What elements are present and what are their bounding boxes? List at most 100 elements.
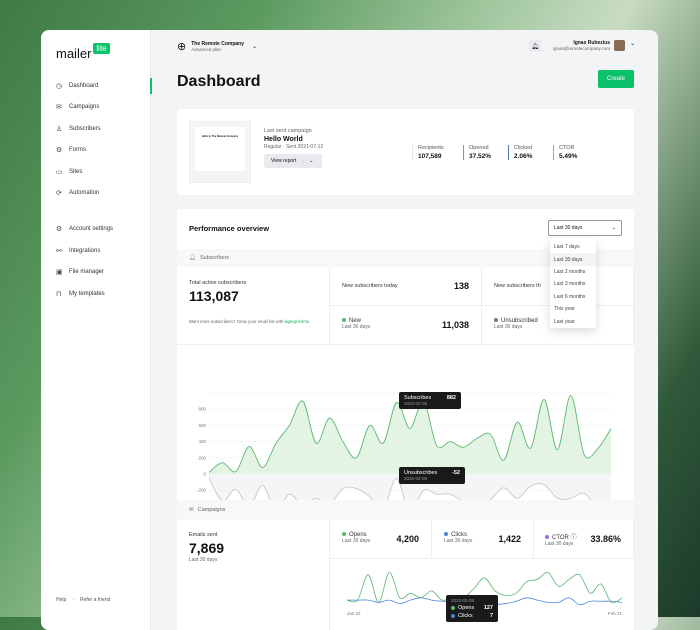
help-link[interactable]: Help: [56, 597, 66, 603]
sent-value: 7,869: [189, 540, 224, 556]
sidebar-item-forms[interactable]: ⚙︎Forms: [56, 146, 86, 154]
sidebar-item-label: Subscribers: [69, 126, 101, 132]
range-option[interactable]: Last year: [550, 315, 596, 327]
sidebar-item-label: Automation: [69, 190, 99, 196]
sidebar-item-automation[interactable]: ⟳Automation: [56, 189, 99, 197]
tooltip-value: 882: [447, 395, 456, 401]
mail-icon: ✉︎: [189, 507, 194, 513]
campaigns-section-header: ✉︎ Campaigns: [177, 500, 634, 520]
stat-value: 5.49%: [559, 153, 577, 160]
chevron-down-icon[interactable]: ⌄: [304, 158, 318, 164]
signup-forms-link[interactable]: signup forms: [284, 319, 309, 324]
campaign-sent-date: Sent 2021-07-12: [286, 144, 323, 150]
campaign-type: Regular: [264, 144, 282, 150]
mail-icon: ✉︎: [56, 103, 64, 111]
sidebar-item-account-settings[interactable]: ⚙︎Account settings: [56, 225, 113, 233]
campaign-stat-clicked: Clicked 2.06%: [508, 145, 532, 160]
campaign-preview[interactable]: Hello to The Remote Company: [189, 121, 251, 183]
sidebar-item-campaigns[interactable]: ✉︎Campaigns: [56, 103, 99, 111]
view-report-button[interactable]: View report: [264, 158, 304, 164]
link-icon: ⚯: [56, 247, 64, 255]
ctor-sub: Last 30 days: [545, 541, 577, 547]
this-period-label: New subscribers th: [494, 283, 541, 289]
chevron-down-icon[interactable]: ⌄: [630, 40, 635, 47]
grow-text: Want more subscribers? Grow your email l…: [189, 319, 284, 324]
ctor-value: 33.86%: [590, 534, 621, 544]
window-icon: ▭: [56, 168, 64, 176]
stat-label: Recipients: [418, 145, 444, 151]
sidebar-item-label: Sites: [69, 169, 82, 175]
range-option[interactable]: Last 6 months: [550, 291, 596, 303]
new-sub: Last 30 days: [342, 324, 370, 330]
stat-label: Clicked: [514, 145, 532, 151]
total-label: Total active subscribers: [189, 280, 246, 286]
grow-end: .: [309, 319, 310, 324]
clicks-sub: Last 30 days: [444, 538, 472, 544]
range-option[interactable]: Last 2 months: [550, 266, 596, 278]
sidebar-item-my-templates[interactable]: ⊓My templates: [56, 290, 105, 298]
today-label: New subscribers today: [342, 283, 398, 289]
globe-icon: ⊕: [177, 40, 186, 53]
sidebar-item-sites[interactable]: ▭ Sites: [56, 168, 82, 176]
refer-link[interactable]: Refer a friend: [80, 597, 110, 603]
sidebar-item-dashboard[interactable]: ◷ Dashboard: [56, 82, 98, 90]
y-tick-label: 200: [198, 455, 206, 460]
campaign-stat-opened: Opened 37.52%: [463, 145, 491, 160]
range-option[interactable]: Last 30 days: [550, 253, 596, 265]
gray-dot: [494, 318, 498, 322]
sidebar-item-file-manager[interactable]: ▣ File manager: [56, 268, 104, 276]
y-tick-label: 600: [198, 423, 206, 428]
stat-label: Opened: [469, 145, 489, 151]
tooltip-date: 2022-02-05: [404, 476, 460, 481]
sidebar-item-subscribers[interactable]: ♙ Subscribers: [56, 125, 101, 133]
plan-name: Advanced plan: [191, 47, 244, 52]
stat-value: 2.06%: [514, 153, 532, 160]
new-value: 11,038: [442, 320, 469, 330]
gear-icon: ⚙︎: [56, 225, 64, 233]
green-dot: [342, 318, 346, 322]
sidebar-item-label: File manager: [69, 269, 104, 275]
campaign-name: Hello World: [264, 136, 323, 143]
opens-value: 4,200: [396, 534, 419, 544]
sent-sub: Last 30 days: [189, 557, 217, 563]
user-icon: 👤︎: [189, 255, 196, 261]
image-icon: ▣: [56, 268, 64, 276]
tooltip-date: 2022-02-08: [451, 598, 493, 603]
avatar[interactable]: [614, 40, 625, 51]
last-campaign-card: Hello to The Remote Company Last sent ca…: [177, 109, 634, 195]
range-select[interactable]: Last 30 days⌄: [548, 220, 622, 236]
stat-value: 37.52%: [469, 153, 491, 160]
x-tick-label: Jan 22: [347, 611, 361, 616]
range-option[interactable]: This year: [550, 303, 596, 315]
x-tick-label: Feb 21: [608, 611, 623, 616]
y-tick-label: 400: [198, 439, 206, 444]
sidebar-item-label: My templates: [69, 291, 105, 297]
range-option[interactable]: Last 7 days: [550, 241, 596, 253]
logo-text: mailer: [56, 46, 91, 61]
separator: ·: [72, 597, 74, 603]
opens-dot: [451, 606, 455, 610]
y-tick-label: 800: [198, 407, 206, 412]
range-option[interactable]: Last 3 months: [550, 278, 596, 290]
create-button[interactable]: Create: [598, 70, 634, 88]
unsub-sub: Last 30 days: [494, 324, 538, 330]
sidebar-item-integrations[interactable]: ⚯Integrations: [56, 247, 100, 255]
tooltip-date: 2022-02-05: [404, 401, 456, 406]
user-icon: ♙: [56, 125, 64, 133]
sidebar-item-label: Dashboard: [69, 83, 98, 89]
section-label: Campaigns: [198, 507, 226, 513]
clock-icon: ◷: [56, 82, 64, 90]
chevron-down-icon: ⌄: [252, 43, 257, 50]
bell-icon[interactable]: 🔔︎: [529, 40, 541, 52]
